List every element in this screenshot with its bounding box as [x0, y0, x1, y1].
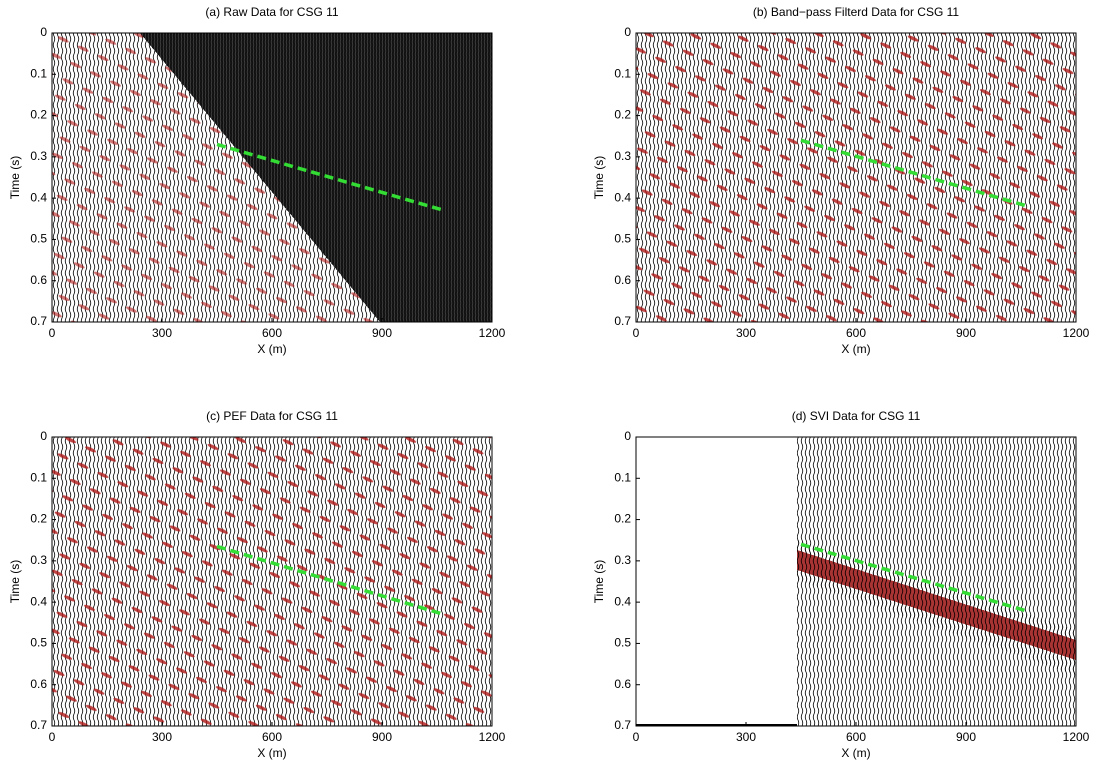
- texture-b: [636, 33, 1076, 322]
- chart-title: (d) SVI Data for CSG 11: [792, 409, 921, 423]
- y-tick-label: 0.4: [30, 594, 47, 608]
- x-tick-label: 900: [956, 326, 976, 340]
- y-tick-label: 0.4: [30, 190, 47, 204]
- y-tick-label: 0.1: [30, 470, 47, 484]
- x-tick-label: 600: [846, 730, 866, 744]
- x-axis-label: X (m): [257, 746, 286, 760]
- y-tick-label: 0.7: [614, 314, 631, 328]
- y-tick-label: 0.3: [30, 553, 47, 567]
- y-tick-label: 0: [624, 25, 631, 39]
- texture-c: [52, 437, 492, 726]
- y-tick-label: 0.4: [614, 190, 631, 204]
- y-tick-label: 0.6: [614, 273, 631, 287]
- x-tick-label: 900: [372, 326, 392, 340]
- chart-title: (b) Band−pass Filterd Data for CSG 11: [753, 5, 960, 19]
- x-tick-label: 300: [736, 730, 756, 744]
- x-tick-label: 600: [262, 326, 282, 340]
- y-tick-label: 0.6: [614, 677, 631, 691]
- y-tick-label: 0.2: [614, 512, 631, 526]
- x-tick-label: 0: [633, 326, 640, 340]
- y-tick-label: 0: [40, 429, 47, 443]
- y-tick-label: 0.3: [30, 149, 47, 163]
- y-tick-label: 0.1: [614, 470, 631, 484]
- y-axis-label: Time (s): [592, 156, 606, 200]
- y-tick-label: 0.4: [614, 594, 631, 608]
- x-axis-label: X (m): [257, 342, 286, 356]
- y-tick-label: 0.1: [30, 66, 47, 80]
- y-tick-label: 0.6: [30, 273, 47, 287]
- y-tick-label: 0.5: [614, 636, 631, 650]
- y-tick-label: 0.7: [30, 314, 47, 328]
- x-tick-label: 300: [736, 326, 756, 340]
- x-tick-label: 1200: [479, 326, 506, 340]
- x-tick-label: 1200: [479, 730, 506, 744]
- y-tick-label: 0.7: [614, 718, 631, 732]
- x-tick-label: 300: [152, 326, 172, 340]
- y-tick-label: 0.5: [30, 232, 47, 246]
- y-axis-label: Time (s): [592, 560, 606, 604]
- texture-d: [636, 437, 1076, 726]
- y-tick-label: 0.5: [614, 232, 631, 246]
- y-tick-label: 0.2: [30, 108, 47, 122]
- x-tick-label: 300: [152, 730, 172, 744]
- x-tick-label: 600: [262, 730, 282, 744]
- x-tick-label: 1200: [1063, 730, 1090, 744]
- x-tick-label: 0: [49, 326, 56, 340]
- texture-a: [52, 33, 492, 322]
- x-tick-label: 600: [846, 326, 866, 340]
- y-tick-label: 0.7: [30, 718, 47, 732]
- pick-line: [800, 138, 1029, 209]
- x-tick-label: 1200: [1063, 326, 1090, 340]
- y-tick-label: 0.1: [614, 66, 631, 80]
- y-tick-label: 0.3: [614, 149, 631, 163]
- x-tick-label: 900: [956, 730, 976, 744]
- y-tick-label: 0.2: [30, 512, 47, 526]
- pick-line: [216, 544, 445, 617]
- x-tick-label: 0: [633, 730, 640, 744]
- y-tick-label: 0.3: [614, 553, 631, 567]
- x-axis-label: X (m): [841, 746, 870, 760]
- y-tick-label: 0: [40, 25, 47, 39]
- y-tick-label: 0.5: [30, 636, 47, 650]
- y-tick-label: 0.2: [614, 108, 631, 122]
- x-tick-label: 900: [372, 730, 392, 744]
- y-tick-label: 0: [624, 429, 631, 443]
- chart-title: (c) PEF Data for CSG 11: [206, 409, 338, 423]
- pick-line: [216, 142, 445, 213]
- y-tick-label: 0.6: [30, 677, 47, 691]
- y-axis-label: Time (s): [8, 560, 22, 604]
- chart-title: (a) Raw Data for CSG 11: [205, 5, 338, 19]
- y-axis-label: Time (s): [8, 156, 22, 200]
- x-tick-label: 0: [49, 730, 56, 744]
- pick-line: [800, 542, 1026, 613]
- x-axis-label: X (m): [841, 342, 870, 356]
